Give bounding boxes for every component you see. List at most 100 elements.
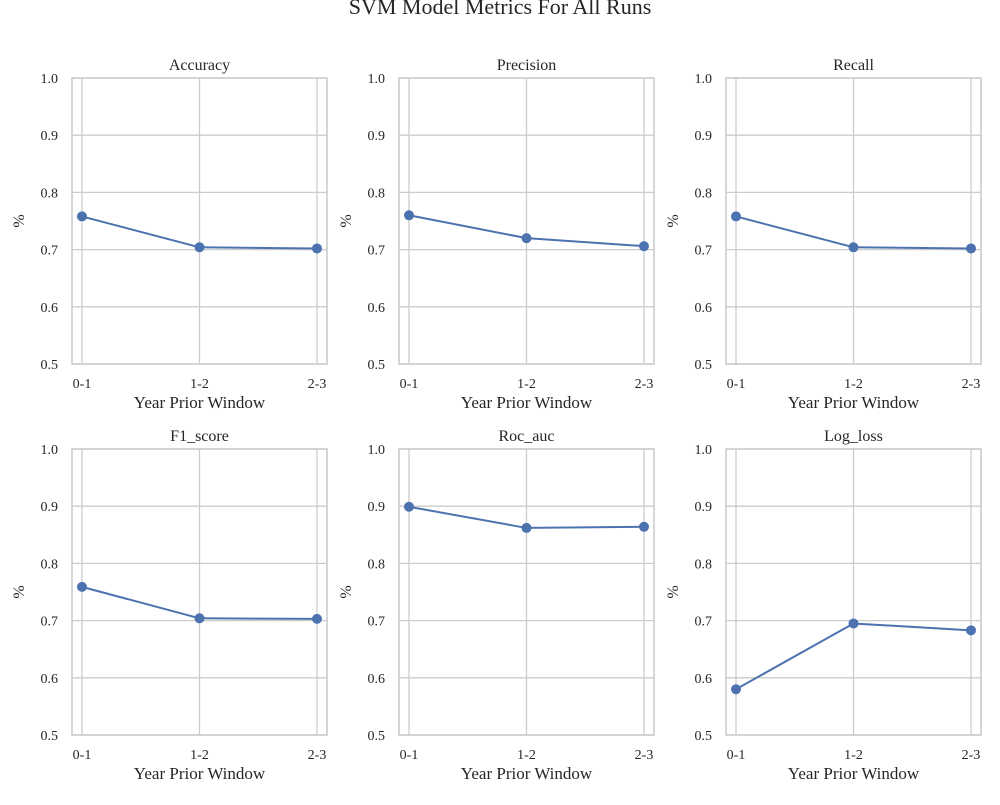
y-tick-label: 0.6 [41, 672, 59, 687]
x-tick-label: 2-3 [962, 377, 981, 392]
y-tick-label: 0.5 [695, 358, 713, 373]
data-point [521, 522, 532, 533]
subplot-title: F1_score [170, 428, 229, 445]
y-tick-label: 1.0 [368, 72, 386, 87]
data-point [639, 521, 649, 532]
y-tick-label: 0.5 [695, 729, 713, 744]
y-tick-label: 0.8 [695, 186, 713, 201]
y-tick-label: 0.6 [368, 672, 386, 687]
data-point [639, 241, 649, 252]
y-tick-label: 0.6 [41, 301, 59, 316]
y-tick-label: 0.9 [695, 129, 713, 144]
y-tick-label: 0.5 [41, 358, 59, 373]
plot-frame [725, 77, 982, 365]
y-tick-label: 1.0 [695, 443, 713, 458]
y-tick-label: 0.9 [41, 129, 59, 144]
x-tick-label: 2-3 [635, 377, 654, 392]
x-tick-label: 0-1 [73, 377, 92, 392]
y-tick-label: 0.5 [41, 729, 59, 744]
y-tick-label: 0.7 [695, 244, 713, 259]
y-tick-label: 1.0 [368, 443, 386, 458]
x-axis-label: Year Prior Window [788, 393, 920, 412]
y-tick-label: 0.9 [368, 500, 386, 515]
data-point [731, 211, 741, 222]
data-point [521, 233, 532, 244]
data-point [848, 618, 859, 629]
data-point [848, 242, 859, 253]
x-tick-label: 1-2 [190, 748, 209, 763]
y-tick-label: 1.0 [41, 443, 59, 458]
y-axis-label: % [338, 214, 355, 227]
y-tick-label: 0.7 [695, 615, 713, 630]
subplot-title: Recall [833, 57, 874, 74]
subplot-f1-score: 0.5 0.6 0.7 0.8 0.9 1.0 0-1 1-2 2-3 F1_score Year … [11, 428, 328, 783]
y-tick-label: 0.9 [41, 500, 59, 515]
data-point [312, 243, 322, 254]
data-point [194, 242, 205, 253]
y-tick-label: 0.7 [368, 615, 386, 630]
subplot-recall: 0.5 0.6 0.7 0.8 0.9 1.0 0-1 1-2 2-3 Recall Year Pr… [665, 57, 982, 412]
x-tick-label: 1-2 [517, 748, 536, 763]
figure-title: SVM Model Metrics For All Runs [348, 0, 652, 19]
data-point [966, 625, 976, 636]
data-point [404, 210, 414, 221]
y-tick-label: 1.0 [41, 72, 59, 87]
plot-frame [398, 77, 655, 365]
x-axis-label: Year Prior Window [788, 764, 920, 783]
y-tick-label: 0.8 [41, 186, 59, 201]
subplot-title: Roc_auc [499, 428, 555, 445]
y-tick-label: 0.7 [368, 244, 386, 259]
y-tick-label: 0.9 [368, 129, 386, 144]
x-tick-label: 1-2 [844, 748, 863, 763]
y-tick-label: 0.9 [695, 500, 713, 515]
subplot-title: Accuracy [169, 57, 230, 74]
x-tick-label: 1-2 [844, 377, 863, 392]
x-axis-label: Year Prior Window [461, 764, 593, 783]
subplot-precision: 0.5 0.6 0.7 0.8 0.9 1.0 0-1 1-2 2-3 Precision Year… [338, 57, 655, 412]
data-point [194, 613, 205, 624]
x-axis-label: Year Prior Window [134, 393, 266, 412]
x-tick-label: 2-3 [308, 748, 327, 763]
data-point [404, 501, 414, 512]
y-tick-label: 0.6 [695, 672, 713, 687]
y-axis-label: % [665, 214, 682, 227]
y-tick-label: 0.5 [368, 358, 386, 373]
data-point [312, 613, 322, 624]
y-tick-label: 0.8 [41, 557, 59, 572]
y-tick-label: 0.7 [41, 615, 59, 630]
y-tick-label: 0.5 [368, 729, 386, 744]
plot-frame [71, 77, 328, 365]
subplot-log-loss: 0.5 0.6 0.7 0.8 0.9 1.0 0-1 1-2 2-3 Log_loss Year … [665, 428, 982, 783]
y-tick-label: 0.8 [368, 557, 386, 572]
plot-frame [71, 448, 328, 736]
x-tick-label: 1-2 [517, 377, 536, 392]
x-tick-label: 0-1 [727, 748, 746, 763]
subplot-accuracy: 0.5 0.6 0.7 0.8 0.9 1.0 0-1 1-2 2-3 Accuracy Year … [11, 57, 328, 412]
y-tick-label: 1.0 [695, 72, 713, 87]
x-axis-label: Year Prior Window [134, 764, 266, 783]
y-tick-label: 0.8 [368, 186, 386, 201]
plot-frame [725, 448, 982, 736]
y-axis-label: % [338, 585, 355, 598]
y-tick-label: 0.8 [695, 557, 713, 572]
data-point [77, 211, 87, 222]
subplot-title: Log_loss [824, 428, 883, 445]
data-point [731, 684, 741, 695]
x-tick-label: 1-2 [190, 377, 209, 392]
x-tick-label: 0-1 [400, 748, 419, 763]
x-axis-label: Year Prior Window [461, 393, 593, 412]
y-tick-label: 0.6 [695, 301, 713, 316]
data-point [966, 243, 976, 254]
x-tick-label: 0-1 [727, 377, 746, 392]
plot-frame [398, 448, 655, 736]
x-tick-label: 2-3 [308, 377, 327, 392]
y-axis-label: % [11, 214, 28, 227]
data-point [77, 581, 87, 592]
y-axis-label: % [665, 585, 682, 598]
y-tick-label: 0.7 [41, 244, 59, 259]
y-axis-label: % [11, 585, 28, 598]
subplot-roc-auc: 0.5 0.6 0.7 0.8 0.9 1.0 0-1 1-2 2-3 Roc_auc Year P… [338, 428, 655, 783]
x-tick-label: 2-3 [635, 748, 654, 763]
